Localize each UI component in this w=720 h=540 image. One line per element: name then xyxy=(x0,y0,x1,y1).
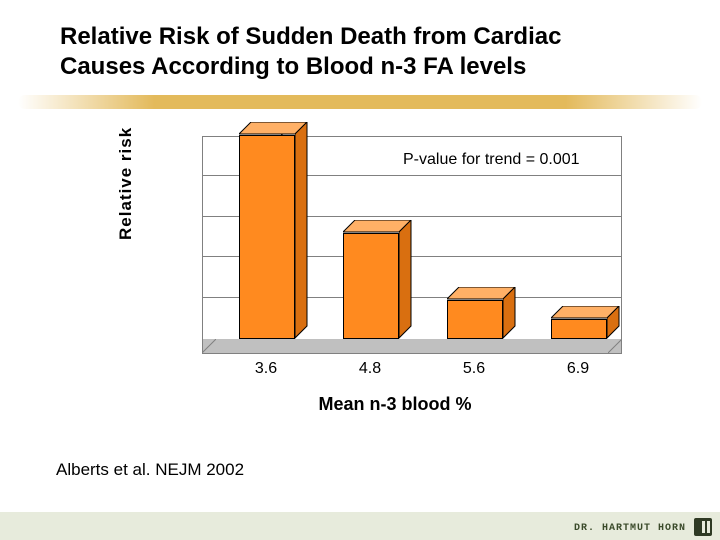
title-underline xyxy=(18,95,702,109)
x-axis-label: Mean n-3 blood % xyxy=(140,394,650,415)
footer-logo-icon xyxy=(694,518,712,536)
footer-author: DR. HARTMUT HORN xyxy=(574,523,686,534)
bar-chart: Relative risk 0 0.2 0.4 0.6 0.8 1 P-valu… xyxy=(140,128,650,448)
floor-edge xyxy=(608,339,622,353)
plot-area: P-value for trend = 0.001 xyxy=(202,136,622,354)
p-value-annotation: P-value for trend = 0.001 xyxy=(403,151,580,169)
xtick-2: 4.8 xyxy=(330,360,410,378)
bar-side xyxy=(295,122,308,339)
bar-front xyxy=(447,300,503,339)
bar-front xyxy=(239,135,295,339)
bar-side xyxy=(503,287,516,339)
y-axis-label: Relative risk xyxy=(116,127,136,240)
xtick-3: 5.6 xyxy=(434,360,514,378)
title-line-2: Causes According to Blood n-3 FA levels xyxy=(60,53,526,80)
bar-side xyxy=(399,220,412,339)
xtick-1: 3.6 xyxy=(226,360,306,378)
bar-front xyxy=(551,319,607,339)
title-line-1: Relative Risk of Sudden Death from Cardi… xyxy=(60,23,561,50)
xtick-4: 6.9 xyxy=(538,360,618,378)
citation: Alberts et al. NEJM 2002 xyxy=(56,460,244,480)
slide-title: Relative Risk of Sudden Death from Cardi… xyxy=(60,22,680,82)
bar-side xyxy=(607,306,620,339)
floor-edge xyxy=(202,339,216,353)
chart-floor xyxy=(203,339,621,353)
bar-front xyxy=(343,233,399,339)
